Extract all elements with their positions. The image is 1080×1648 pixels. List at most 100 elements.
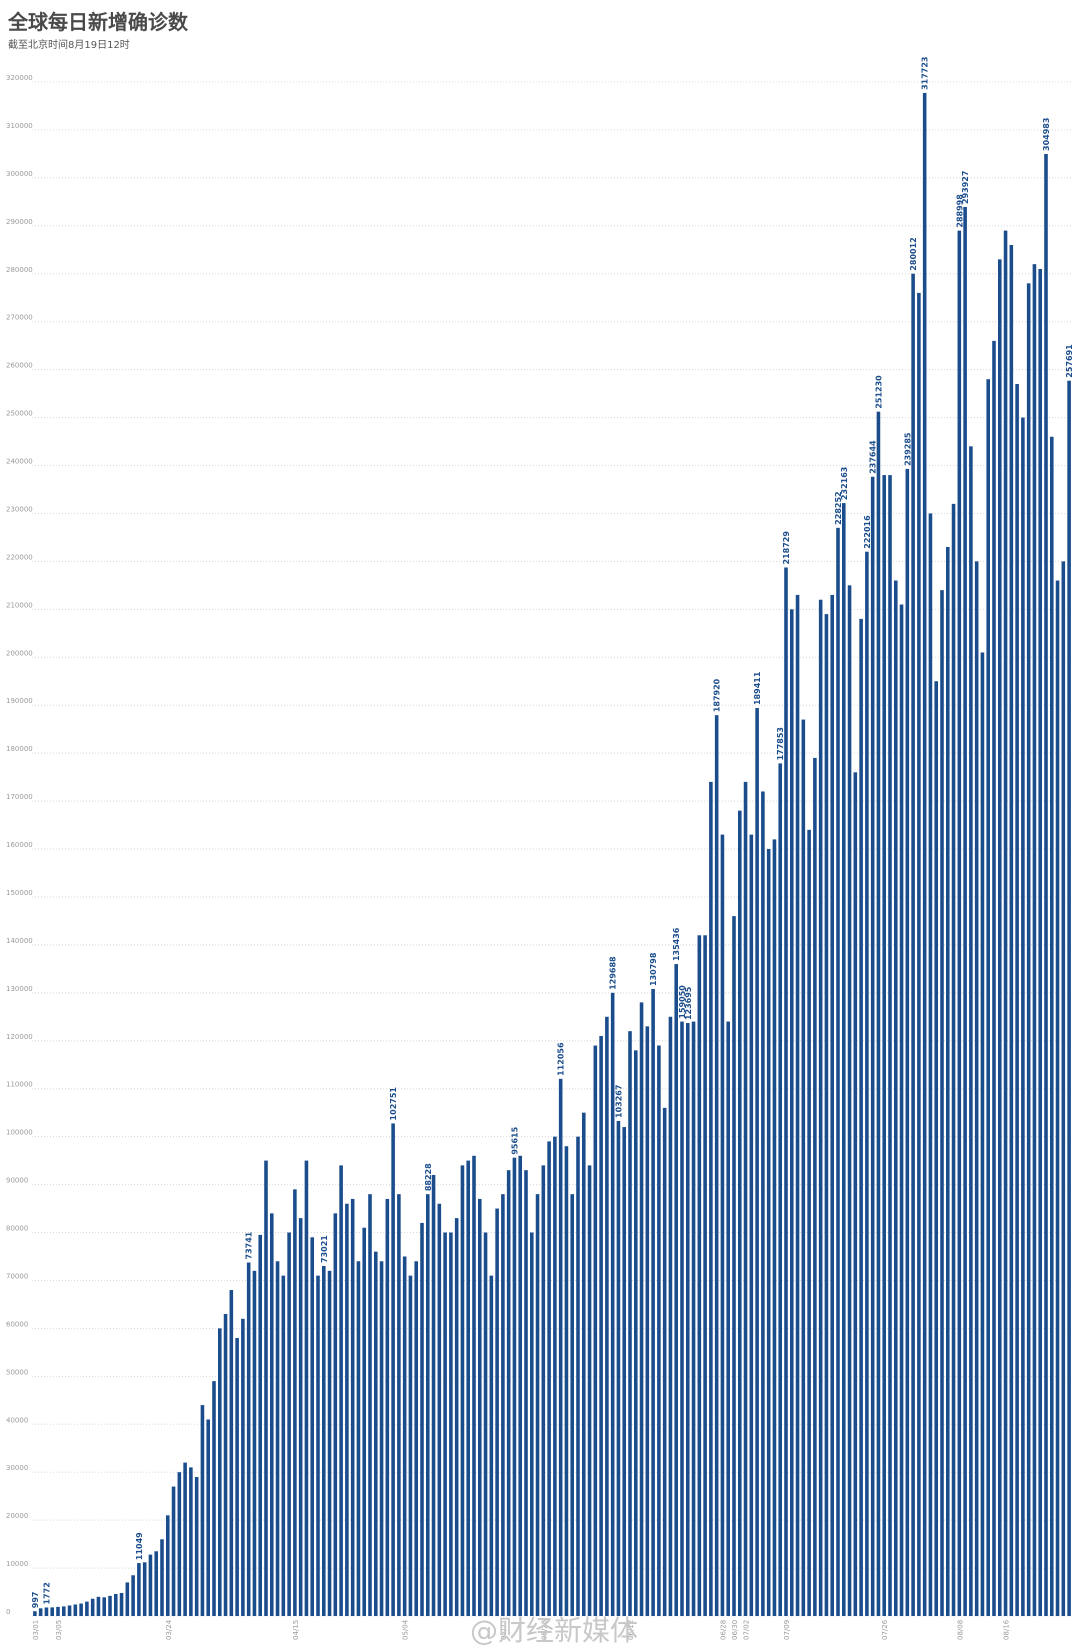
bar <box>662 1107 667 1616</box>
bar <box>194 1476 199 1616</box>
bar <box>547 1141 551 1616</box>
bar <box>38 1608 43 1616</box>
y-tick-label: 50000 <box>6 1368 28 1376</box>
bar <box>454 1218 459 1616</box>
bar <box>680 1021 684 1616</box>
data-label: 222016 <box>863 515 872 549</box>
page-subtitle: 截至北京时间8月19日12时 <box>8 40 130 51</box>
bar <box>766 849 771 1616</box>
bar <box>125 1582 130 1616</box>
bar <box>102 1597 107 1616</box>
data-label: 293927 <box>961 171 970 204</box>
bar <box>67 1605 72 1616</box>
bar <box>466 1160 471 1616</box>
bar <box>90 1598 95 1616</box>
bar <box>755 708 759 1616</box>
bar <box>888 475 892 1617</box>
bar <box>183 1462 187 1616</box>
bar <box>50 1607 55 1616</box>
bar <box>651 988 655 1616</box>
bar <box>668 1016 673 1616</box>
y-tick-label: 150000 <box>6 889 33 897</box>
bar <box>645 1026 650 1616</box>
bar <box>449 1232 453 1616</box>
bar <box>997 259 1002 1616</box>
data-labels: 997 1772 11049 73741 73021 102751 88228 95615 11… <box>31 57 1074 1609</box>
y-tick-label: 320000 <box>6 74 33 82</box>
bar <box>720 834 725 1616</box>
y-tick-label: 130000 <box>6 985 33 993</box>
bar <box>1021 417 1025 1616</box>
bar <box>1049 436 1054 1616</box>
y-tick-label: 110000 <box>6 1081 33 1089</box>
bar <box>425 1194 430 1616</box>
bar <box>691 1021 696 1616</box>
bar <box>951 503 956 1617</box>
y-tick-label: 120000 <box>6 1033 33 1041</box>
bar <box>957 230 962 1616</box>
y-tick-label: 250000 <box>6 410 33 418</box>
bar <box>628 1031 632 1616</box>
bar <box>200 1405 205 1616</box>
data-label: 73741 <box>245 1231 254 1259</box>
y-tick-label: 20000 <box>6 1512 28 1520</box>
bar <box>587 1165 592 1616</box>
y-tick-label: 70000 <box>6 1272 28 1280</box>
data-label: 304983 <box>1042 118 1051 151</box>
bar <box>945 546 950 1616</box>
y-tick-label: 40000 <box>6 1416 28 1424</box>
y-tick-label: 280000 <box>6 266 33 274</box>
bar <box>189 1467 193 1616</box>
bar <box>1026 283 1031 1617</box>
bar <box>73 1604 78 1616</box>
bar <box>882 475 887 1617</box>
bar <box>85 1601 89 1616</box>
data-label: 317723 <box>921 57 930 90</box>
bar <box>737 810 742 1616</box>
bar <box>397 1194 401 1616</box>
bar <box>865 551 869 1617</box>
data-label: 251230 <box>874 375 883 409</box>
bar <box>570 1194 575 1616</box>
data-label: 187920 <box>713 678 722 712</box>
bar <box>281 1275 286 1616</box>
bar <box>674 964 679 1616</box>
bar <box>541 1165 546 1616</box>
bar <box>402 1256 407 1616</box>
bar <box>818 599 823 1616</box>
bar <box>743 781 748 1616</box>
y-tick-label: 170000 <box>6 793 33 801</box>
x-tick-label: 07/02 <box>743 1620 751 1640</box>
data-label: 189411 <box>753 671 762 705</box>
bar <box>599 1035 603 1616</box>
bar <box>33 1611 37 1616</box>
bar <box>512 1157 517 1616</box>
data-label: 73021 <box>320 1235 329 1263</box>
bar <box>310 1237 315 1616</box>
y-tick-label: 310000 <box>6 122 33 130</box>
bar <box>980 652 985 1616</box>
bar <box>217 1328 222 1617</box>
y-tick-label: 60000 <box>6 1320 28 1328</box>
y-tick-label: 200000 <box>6 649 33 657</box>
y-tick-label: 80000 <box>6 1225 28 1233</box>
bar <box>841 503 846 1616</box>
bar <box>506 1170 511 1616</box>
bar <box>235 1337 239 1616</box>
bar <box>917 292 921 1616</box>
data-label: 103267 <box>614 1085 623 1118</box>
x-tick-label: 06/12 <box>627 1620 635 1640</box>
bar <box>264 1160 268 1616</box>
bar <box>963 206 967 1617</box>
bar <box>96 1596 101 1616</box>
y-tick-label: 230000 <box>6 505 33 513</box>
y-tick-label: 100000 <box>6 1129 33 1137</box>
bar <box>79 1603 83 1616</box>
bar <box>368 1194 372 1616</box>
bar <box>293 1189 297 1616</box>
bar <box>391 1123 395 1616</box>
x-tick-label: 04/15 <box>292 1620 300 1640</box>
bar <box>639 1002 644 1616</box>
bar <box>714 715 719 1616</box>
bar <box>992 340 996 1616</box>
